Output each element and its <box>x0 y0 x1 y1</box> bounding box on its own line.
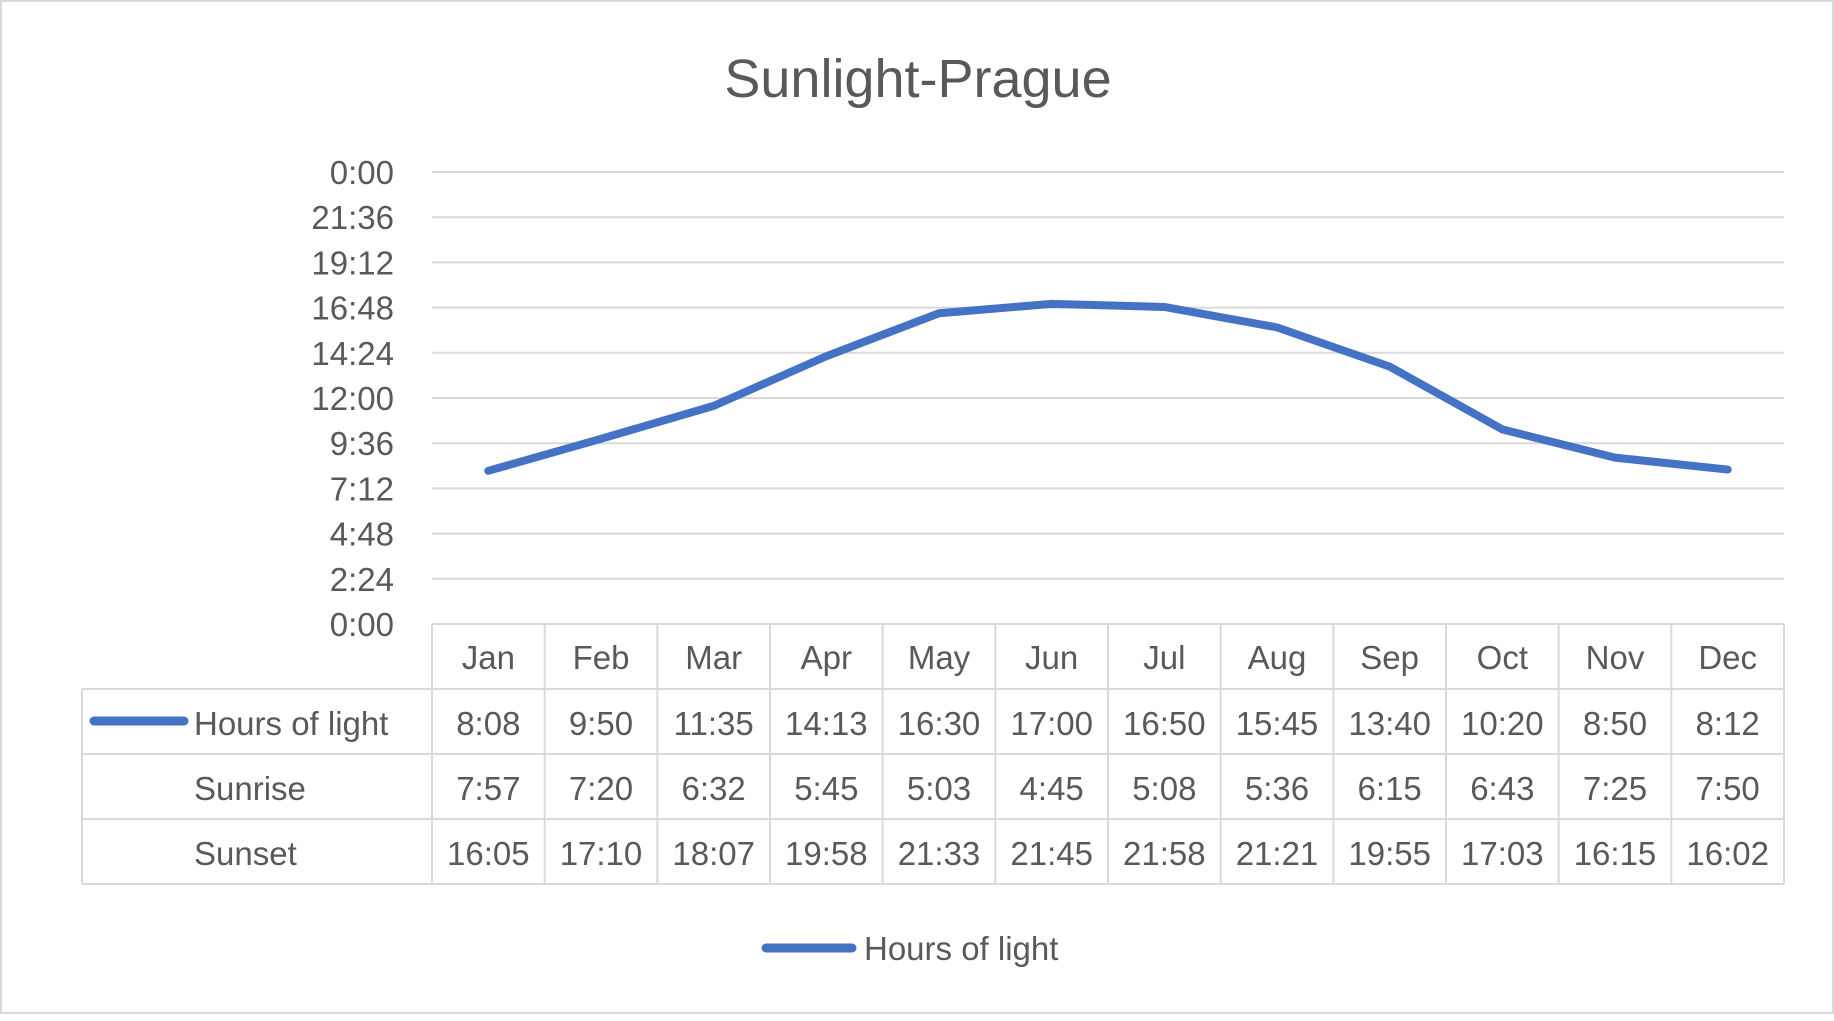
y-tick-label: 12:00 <box>311 380 394 417</box>
y-tick-label: 21:36 <box>311 199 394 236</box>
x-tick-label: Jun <box>1025 639 1078 676</box>
y-axis: 0:00 2:24 4:48 7:12 9:36 12:00 14:24 16:48 19:12… <box>311 154 394 643</box>
legend: Hours of light <box>761 930 1058 967</box>
data-point <box>1387 364 1392 369</box>
table-row-header: Sunset <box>194 835 297 872</box>
data-point <box>1500 427 1505 432</box>
table-cell: 13:40 <box>1348 705 1431 742</box>
y-tick-label: 19:12 <box>311 244 394 281</box>
table-cell: 21:58 <box>1123 835 1206 872</box>
x-tick-label: Dec <box>1698 639 1757 676</box>
x-tick-label: Feb <box>573 639 630 676</box>
table-cell: 16:02 <box>1686 835 1769 872</box>
table-cell: 11:35 <box>674 705 754 742</box>
table-cell: 16:05 <box>447 835 530 872</box>
series-layer <box>484 299 1732 475</box>
table-cell: 6:43 <box>1470 770 1534 807</box>
chart-title: Sunlight-Prague <box>724 49 1111 109</box>
table-cell: 8:12 <box>1696 705 1760 742</box>
y-tick-label: 14:24 <box>311 335 394 372</box>
x-tick-label: Mar <box>685 639 742 676</box>
data-point <box>1275 325 1279 330</box>
table-cell: 8:50 <box>1583 705 1647 742</box>
x-tick-label: Aug <box>1248 639 1307 676</box>
x-tick-label: May <box>908 639 971 676</box>
series-line-hours-of-light <box>484 299 1732 475</box>
table-cell: 21:33 <box>898 835 981 872</box>
table-cell: 18:07 <box>672 835 755 872</box>
table-cell: 7:57 <box>456 770 520 807</box>
data-point <box>599 436 603 441</box>
data-point <box>937 311 941 316</box>
data-table: Jan Feb Mar Apr May Jun Jul Aug Sep Oct Nov Dec Hour… <box>81 623 1785 885</box>
y-tick-label: 2:24 <box>330 561 394 598</box>
data-point <box>1162 304 1167 309</box>
table-cell: 17:10 <box>560 835 643 872</box>
data-point <box>1725 467 1730 472</box>
table-cell: 7:20 <box>569 770 633 807</box>
y-tick-label: 4:48 <box>330 516 394 553</box>
y-tick-label: 7:12 <box>330 470 394 507</box>
x-tick-label: Apr <box>801 639 852 676</box>
table-row-header: Sunrise <box>194 770 306 807</box>
table-cell: 5:03 <box>907 770 971 807</box>
legend-label: Hours of light <box>864 930 1058 967</box>
data-point <box>711 403 716 408</box>
table-cell: 21:21 <box>1236 835 1319 872</box>
table-cell: 16:50 <box>1123 705 1206 742</box>
table-cell: 5:36 <box>1245 770 1309 807</box>
x-tick-label: Oct <box>1477 639 1528 676</box>
x-tick-label: Sep <box>1360 639 1419 676</box>
y-tick-label: 9:36 <box>330 425 394 462</box>
table-cell: 5:45 <box>794 770 858 807</box>
table-cell: 19:55 <box>1348 835 1431 872</box>
table-cell: 6:32 <box>682 770 746 807</box>
table-cell: 8:08 <box>456 705 520 742</box>
table-cell: 17:00 <box>1010 705 1093 742</box>
x-tick-label: Jul <box>1143 639 1185 676</box>
table-cell: 7:50 <box>1696 770 1760 807</box>
data-point <box>486 468 491 473</box>
x-tick-label: Nov <box>1586 639 1645 676</box>
table-cell: 10:20 <box>1461 705 1544 742</box>
table-cell: 16:15 <box>1574 835 1657 872</box>
table-cell: 5:08 <box>1132 770 1196 807</box>
table-cell: 7:25 <box>1583 770 1647 807</box>
table-cell: 14:13 <box>785 705 868 742</box>
table-cell: 6:15 <box>1358 770 1422 807</box>
table-cell: 16:30 <box>898 705 981 742</box>
gridlines <box>432 171 1784 580</box>
table-cell: 21:45 <box>1010 835 1093 872</box>
table-cell: 19:58 <box>785 835 868 872</box>
y-tick-label: 16:48 <box>311 290 394 327</box>
table-cell: 4:45 <box>1020 770 1084 807</box>
y-tick-label: 0:00 <box>330 154 394 191</box>
data-point <box>1613 455 1617 460</box>
x-tick-label: Jan <box>462 639 515 676</box>
data-point <box>824 354 829 359</box>
table-row-header: Hours of light <box>194 705 388 742</box>
table-cell: 17:03 <box>1461 835 1544 872</box>
table-cell: 15:45 <box>1236 705 1319 742</box>
y-tick-label: 0:00 <box>330 606 394 643</box>
table-cell: 9:50 <box>569 705 633 742</box>
data-point <box>1049 301 1054 306</box>
